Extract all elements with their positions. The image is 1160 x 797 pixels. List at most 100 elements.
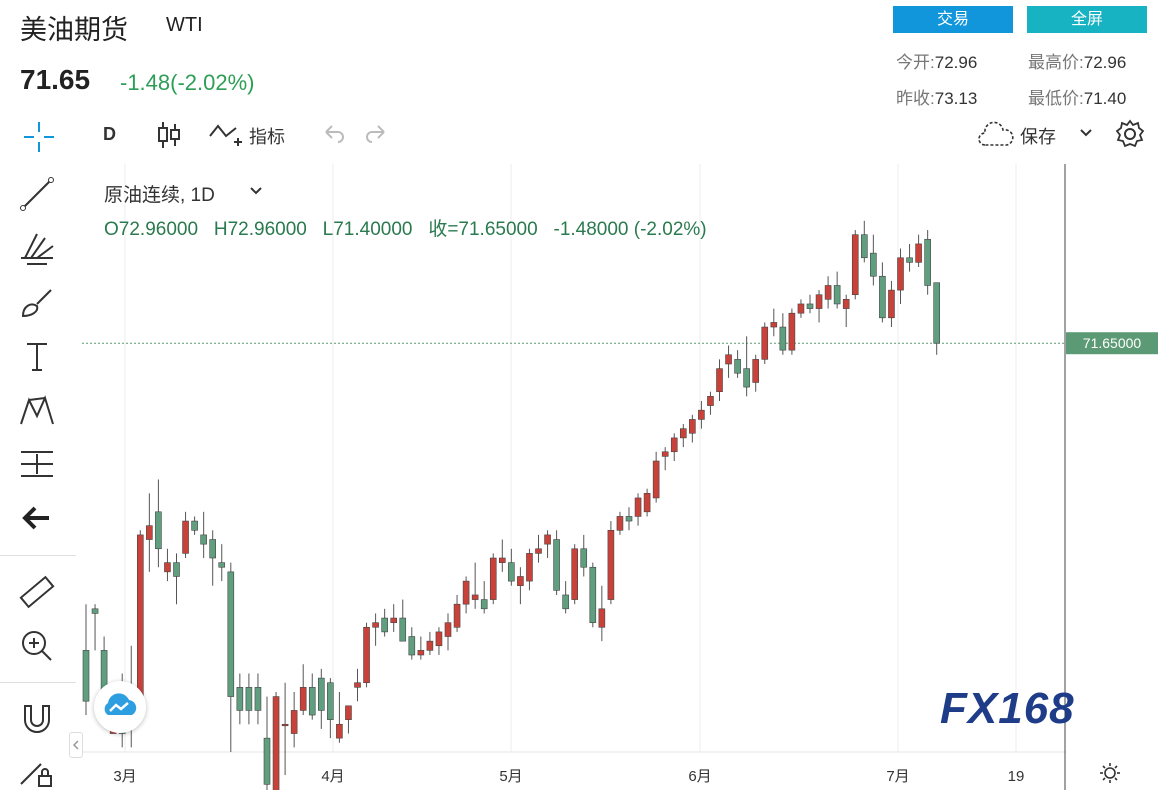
indicators-icon[interactable] (208, 120, 244, 152)
gear-icon (1100, 763, 1120, 783)
trade-button[interactable]: 交易 (893, 6, 1013, 33)
candle-body (399, 617, 407, 642)
candle-body (290, 710, 298, 734)
ruler-icon[interactable] (17, 572, 57, 612)
chevron-down-icon[interactable] (1078, 126, 1094, 140)
candle (146, 493, 153, 572)
candle-body (879, 275, 886, 319)
candle (870, 234, 877, 286)
time-axis: 3月 4月 5月 6月 7月 19 (113, 768, 1024, 785)
candle-body (842, 299, 850, 309)
candle (580, 534, 588, 577)
candle (860, 220, 868, 263)
magnet-icon[interactable] (17, 698, 57, 738)
candle (698, 400, 705, 429)
measure-levels-icon[interactable] (17, 444, 57, 484)
high-stat: 最高价:72.96 (1028, 48, 1126, 73)
zoom-in-icon[interactable] (17, 626, 57, 666)
candle (797, 299, 805, 318)
candle-body (607, 529, 615, 600)
candle-body (679, 428, 687, 439)
cloud-icon[interactable] (977, 121, 1015, 149)
cloud-sync-button[interactable] (94, 681, 146, 733)
undo-icon[interactable] (322, 122, 346, 146)
candle-body (743, 368, 750, 388)
candle-body (589, 566, 597, 623)
candle (752, 354, 760, 392)
candle (589, 562, 597, 628)
crosshair-icon[interactable] (22, 120, 56, 154)
back-arrow-icon[interactable] (17, 498, 57, 538)
candles-icon[interactable] (156, 120, 182, 150)
fib-fan-icon[interactable] (17, 228, 57, 268)
lock-drawing-icon[interactable] (17, 752, 57, 792)
settings-gear-icon[interactable] (1114, 118, 1146, 150)
candle (670, 433, 678, 461)
price-change: -1.48(-2.02%) (120, 70, 255, 95)
text-tool-icon[interactable] (17, 336, 57, 376)
low-stat: 最低价:71.40 (1028, 84, 1126, 109)
candle-body (634, 497, 642, 517)
low-label: 最低价: (1028, 89, 1084, 108)
candle (254, 673, 262, 725)
candle (716, 359, 723, 401)
candle-body (851, 234, 859, 296)
collapse-panel-button[interactable] (69, 732, 83, 758)
interval-button[interactable]: D (103, 124, 116, 144)
candle (625, 507, 633, 531)
candle (770, 308, 778, 337)
candle-body (625, 516, 633, 522)
candle-body (245, 687, 253, 711)
candle-body (933, 282, 941, 344)
chevron-down-icon[interactable] (248, 184, 264, 198)
candle-body (363, 626, 370, 684)
candle-body (752, 359, 760, 383)
candle-body (137, 534, 144, 702)
candle (345, 705, 352, 734)
candle (363, 622, 370, 688)
indicators-button[interactable]: 指标 (249, 127, 285, 147)
candle (317, 668, 325, 729)
candle-body (218, 562, 226, 568)
candle-body (263, 737, 271, 785)
candle (426, 631, 434, 655)
candle (245, 673, 253, 725)
save-button[interactable]: 保存 (1020, 127, 1056, 147)
candle (517, 567, 524, 605)
candle-body (480, 599, 488, 610)
candle (471, 562, 479, 609)
fullscreen-button[interactable]: 全屏 (1027, 6, 1147, 33)
candle (462, 576, 470, 614)
candle-body (734, 359, 741, 374)
redo-icon[interactable] (364, 122, 388, 146)
candle-body (82, 650, 90, 702)
toolbar-divider (0, 682, 76, 683)
candle (155, 479, 162, 568)
candle (435, 627, 443, 655)
candle (308, 673, 316, 720)
candle-body (888, 289, 895, 319)
candle-body (815, 294, 823, 309)
symbol-legend[interactable]: 原油连续, 1D (104, 185, 215, 206)
candle-body (471, 594, 479, 600)
candle-body (182, 520, 189, 554)
candle (209, 530, 216, 586)
brush-icon[interactable] (17, 282, 57, 322)
trend-line-icon[interactable] (17, 174, 57, 214)
candle (336, 691, 343, 743)
candle-body (155, 511, 162, 550)
candle (227, 562, 235, 752)
last-price-tag-label: 71.65000 (1083, 335, 1142, 351)
candle-body (824, 285, 832, 300)
pattern-icon[interactable] (17, 390, 57, 430)
candle-body (643, 493, 651, 513)
prev-close-stat: 昨收:73.13 (896, 84, 977, 109)
candle (607, 521, 615, 605)
candle-body (354, 682, 361, 688)
x-tick-label: 19 (1008, 768, 1025, 785)
candle-body (716, 368, 723, 393)
candle (679, 424, 687, 448)
candle-body (408, 636, 416, 656)
candle (218, 544, 226, 582)
